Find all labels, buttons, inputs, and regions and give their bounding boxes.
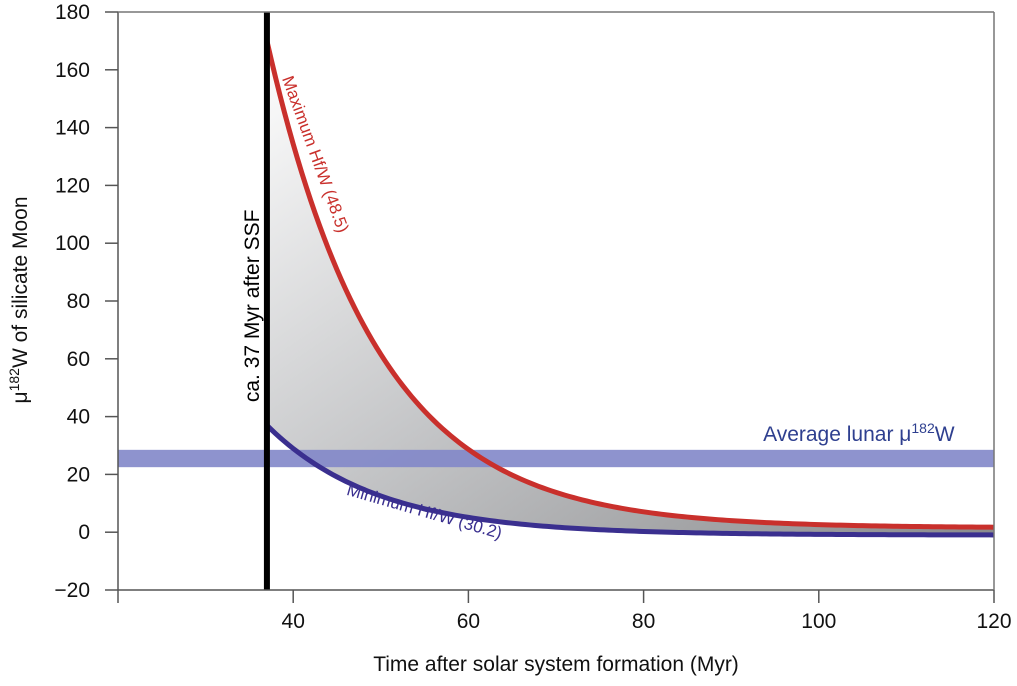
y-tick-label: 140	[55, 117, 90, 140]
y-tick-label: 80	[67, 290, 90, 313]
y-axis-label: μ182W of silicate Moon	[6, 196, 32, 403]
y-tick-label: 0	[78, 521, 90, 544]
maximum-curve	[264, 40, 995, 530]
x-axis-label: Time after solar system formation (Myr)	[373, 653, 739, 676]
y-tick-label: 120	[55, 174, 90, 197]
y-tick-label: 60	[67, 348, 90, 371]
y-tick-label: 180	[55, 1, 90, 24]
ssf-line-label: ca. 37 Myr after SSF	[241, 210, 264, 403]
y-tick-label: 160	[55, 59, 90, 82]
y-tick-label: 40	[67, 406, 90, 429]
minimum-curve	[265, 423, 995, 538]
y-tick-label: 100	[55, 232, 90, 255]
x-tick-label: 60	[457, 610, 480, 633]
y-tick-label: 20	[67, 463, 90, 486]
x-tick-label: 100	[801, 610, 836, 633]
y-tick-label: −20	[54, 579, 90, 602]
average-lunar-band	[118, 449, 994, 468]
x-tick-label: 120	[976, 610, 1011, 633]
band-label: Average lunar μ182W	[763, 420, 955, 446]
x-tick-label: 80	[632, 610, 655, 633]
x-tick-label: 40	[282, 610, 305, 633]
